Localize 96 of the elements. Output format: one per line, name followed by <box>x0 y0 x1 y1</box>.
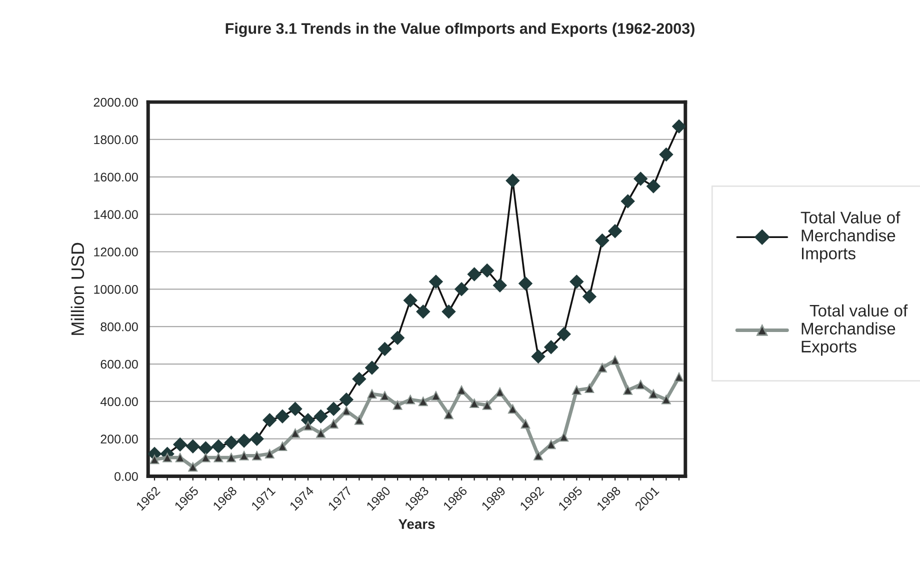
point <box>572 386 582 395</box>
point <box>623 386 633 395</box>
point <box>674 372 684 382</box>
point <box>646 179 660 194</box>
point <box>648 389 658 399</box>
point <box>252 451 262 460</box>
point <box>212 439 226 454</box>
point <box>610 356 620 365</box>
point <box>598 363 607 372</box>
y-tick-label: 800.00 <box>100 322 138 332</box>
point <box>239 451 249 460</box>
y-tick-label: 1000.00 <box>94 284 138 294</box>
point <box>365 360 379 375</box>
y-axis-title: Million USD <box>70 242 84 335</box>
y-tick-label: 0.00 <box>114 472 138 481</box>
point <box>672 119 686 134</box>
point <box>380 391 390 401</box>
point <box>659 148 674 162</box>
point <box>429 274 443 289</box>
y-tick-label: 1800.00 <box>94 135 138 144</box>
point <box>482 400 492 410</box>
point <box>175 452 185 462</box>
point <box>198 441 213 456</box>
point <box>431 391 441 401</box>
point <box>288 402 302 416</box>
y-tick-label: 2000.00 <box>94 98 138 107</box>
point <box>495 387 505 397</box>
point <box>636 380 646 390</box>
y-tick-label: 400.00 <box>100 397 138 406</box>
legend-label: Total value of Merchandise Exports <box>802 304 908 356</box>
point <box>390 330 404 345</box>
point <box>378 342 392 356</box>
y-tick-label: 1400.00 <box>94 210 138 219</box>
point <box>173 438 188 452</box>
point <box>454 282 468 296</box>
point <box>518 276 532 290</box>
point <box>224 436 238 450</box>
point <box>326 402 341 416</box>
point <box>352 372 366 386</box>
point <box>556 327 571 341</box>
chart-title: Figure 3.1 Trends in the Value ofImports and Exports (1962-2003) <box>226 22 694 37</box>
point <box>493 278 507 292</box>
point <box>608 224 622 238</box>
point <box>467 267 482 282</box>
point <box>531 350 546 364</box>
point <box>406 394 416 404</box>
point <box>470 398 480 408</box>
point <box>264 449 274 459</box>
y-tick-label: 1600.00 <box>94 172 138 182</box>
legend-label: Total Value of Merchandise Imports <box>800 211 900 263</box>
point <box>188 462 198 472</box>
point <box>354 415 364 425</box>
point <box>506 174 520 188</box>
point <box>403 293 418 308</box>
point <box>303 421 313 430</box>
point <box>162 452 172 462</box>
y-tick-label: 1200.00 <box>94 248 138 256</box>
point <box>559 432 569 442</box>
point <box>570 274 584 289</box>
point <box>534 451 543 460</box>
point <box>314 410 328 424</box>
point <box>546 440 556 450</box>
point <box>620 194 635 208</box>
point <box>662 394 671 404</box>
point <box>442 304 456 319</box>
point <box>480 264 494 278</box>
point <box>186 439 200 454</box>
point <box>226 452 236 462</box>
point <box>262 413 277 428</box>
point <box>582 290 596 304</box>
point <box>418 396 428 406</box>
point <box>367 389 377 399</box>
x-axis-title: Years <box>398 519 435 529</box>
point <box>634 172 648 186</box>
point <box>316 428 326 438</box>
point <box>214 452 224 462</box>
point <box>456 386 466 395</box>
point <box>250 432 264 446</box>
point <box>342 406 352 416</box>
point <box>150 454 160 464</box>
point <box>278 442 288 452</box>
y-tick-label: 600.00 <box>100 360 138 369</box>
point <box>584 384 594 394</box>
point <box>201 452 210 462</box>
point <box>520 419 530 429</box>
point <box>276 410 290 424</box>
point <box>392 400 402 410</box>
point <box>508 404 518 414</box>
point <box>237 434 251 448</box>
y-tick-label: 200.00 <box>100 434 138 444</box>
point <box>544 340 558 354</box>
point <box>444 410 454 420</box>
point <box>416 304 430 319</box>
point <box>328 419 338 429</box>
point <box>595 234 610 248</box>
point <box>340 392 354 406</box>
